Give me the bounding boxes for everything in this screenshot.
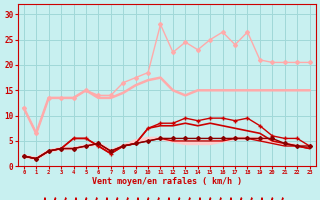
X-axis label: Vent moyen/en rafales ( km/h ): Vent moyen/en rafales ( km/h ): [92, 177, 242, 186]
